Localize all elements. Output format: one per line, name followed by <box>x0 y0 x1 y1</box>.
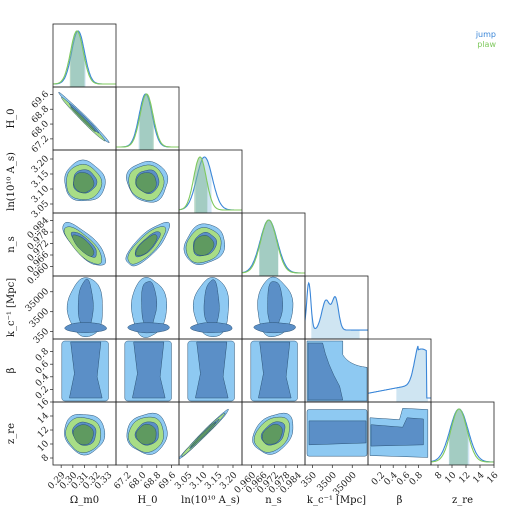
contour-inner-ns-beta <box>258 341 292 399</box>
marginal-beta-jump <box>368 345 431 399</box>
hpd-zre-plaw <box>449 409 468 465</box>
contour-plaw-inner-h0-lnas <box>135 172 157 194</box>
contour-plaw-inner-lnas-zre <box>190 422 217 448</box>
contour-plaw-inner-omega-ns <box>72 234 95 257</box>
ytick-label-zre: 14 <box>36 411 51 426</box>
contour-inner-kc-zre <box>308 420 367 446</box>
panel-omega-ns <box>52 212 117 277</box>
contour-plaw-inner-lnas-ns <box>193 235 215 256</box>
xtick-label-zre: 12 <box>457 471 472 486</box>
panel-omega-lnas <box>52 149 117 214</box>
panel-h0-ns <box>115 212 180 277</box>
panel-kc-kc <box>304 275 369 340</box>
panel-h0-kc <box>115 275 180 340</box>
xlabel-beta: β <box>397 495 403 506</box>
contour-lower-ns-kc <box>253 322 296 334</box>
contour-inner-h0-beta <box>132 341 166 399</box>
hpd-lnas-plaw <box>194 157 208 213</box>
xtick-label-h0: 69.6 <box>157 470 178 491</box>
panel-ns-beta <box>241 338 306 403</box>
contour-plaw-inner-omega-h0 <box>70 106 96 132</box>
xlabel-ns: n_s <box>265 495 282 506</box>
legend: jump plaw <box>475 30 497 49</box>
ytick-label-zre: 8 <box>40 453 51 464</box>
ylabel-kc: k_c⁻¹ [Mpc] <box>6 278 17 337</box>
panel-lnas-zre <box>178 401 243 466</box>
corner-panels: 0.290.300.310.320.33Ω_m067.268.068.869.6… <box>6 23 501 506</box>
xlabel-kc: k_c⁻¹ [Mpc] <box>307 495 366 506</box>
contour-inner-lnas-beta <box>195 341 229 399</box>
legend-plaw: plaw <box>477 40 496 49</box>
xtick-label-zre: 10 <box>443 470 458 485</box>
marginal-omega-plaw <box>53 30 116 85</box>
ylabel-lnas: ln(10¹⁰ A_s) <box>6 152 17 211</box>
ylabel-zre: z_re <box>6 423 17 444</box>
contour-plaw-inner-h0-zre <box>135 423 157 445</box>
panel-h0-h0 <box>115 86 180 151</box>
xlabel-h0: H_0 <box>137 495 157 506</box>
panel-lnas-ns <box>178 212 243 277</box>
panel-omega-beta <box>52 338 117 403</box>
marginal-ns-plaw <box>242 219 305 274</box>
panel-lnas-beta <box>178 338 243 403</box>
panel-h0-lnas <box>115 149 180 214</box>
contour-plaw-inner-h0-ns <box>135 234 158 257</box>
marginal-kc-jump <box>305 281 368 331</box>
xlabel-zre: z_re <box>452 495 473 506</box>
ytick-label-beta: 0.8 <box>34 346 51 363</box>
panel-kc-beta <box>304 338 369 403</box>
marginal-lnas-plaw <box>179 156 242 211</box>
panel-lnas-lnas <box>178 149 243 214</box>
contour-inner-omega-beta <box>69 341 103 399</box>
xtick-label-zre: 8 <box>433 470 444 481</box>
ylabel-h0: H_0 <box>6 108 17 128</box>
panel-h0-zre <box>115 401 180 466</box>
panel-ns-kc <box>241 275 306 340</box>
panel-frame <box>178 401 243 466</box>
marginal-h0-plaw <box>116 93 179 148</box>
xlabel-omega: Ω_m0 <box>70 495 99 506</box>
ylabel-beta: β <box>6 367 17 373</box>
hpd-ns-plaw <box>259 220 279 276</box>
panel-omega-zre <box>52 401 117 466</box>
legend-jump: jump <box>475 30 496 39</box>
contour-plaw-inner-ns-zre <box>262 423 283 445</box>
contour-lower-h0-kc <box>127 322 170 334</box>
xlabel-lnas: ln(10¹⁰ A_s) <box>181 495 240 506</box>
panel-zre-zre <box>430 401 495 466</box>
hpd-kc-jump <box>311 296 360 339</box>
panel-beta-beta <box>367 338 432 403</box>
marginal-zre-plaw <box>431 408 494 463</box>
hpd-h0-plaw <box>139 94 154 150</box>
contour-lower-omega-kc <box>64 322 107 333</box>
xtick-label-zre: 16 <box>485 470 500 485</box>
panel-lnas-kc <box>178 275 243 340</box>
panel-omega-omega <box>52 23 117 88</box>
panel-kc-zre <box>304 401 369 466</box>
ytick-label-zre: 10 <box>36 439 51 454</box>
contour-plaw-inner-omega-zre <box>72 424 94 445</box>
ytick-label-zre: 12 <box>36 425 51 440</box>
ylabel-ns: n_s <box>6 236 17 253</box>
contour-plaw-inner-omega-lnas <box>73 172 95 194</box>
contour-lower-lnas-kc <box>190 322 233 333</box>
xtick-label-beta: 0.8 <box>408 470 425 487</box>
panel-h0-beta <box>115 338 180 403</box>
contour-inner-beta-zre <box>370 417 424 447</box>
panel-ns-zre <box>241 401 306 466</box>
contour-inner-kc-beta <box>307 342 344 401</box>
xtick-label-zre: 14 <box>471 470 486 485</box>
panel-frame <box>430 401 495 466</box>
panel-omega-kc <box>52 275 117 340</box>
panel-beta-zre <box>367 401 432 466</box>
panel-omega-h0 <box>52 86 117 151</box>
panel-ns-ns <box>241 212 306 277</box>
hpd-omega-plaw <box>69 31 85 87</box>
